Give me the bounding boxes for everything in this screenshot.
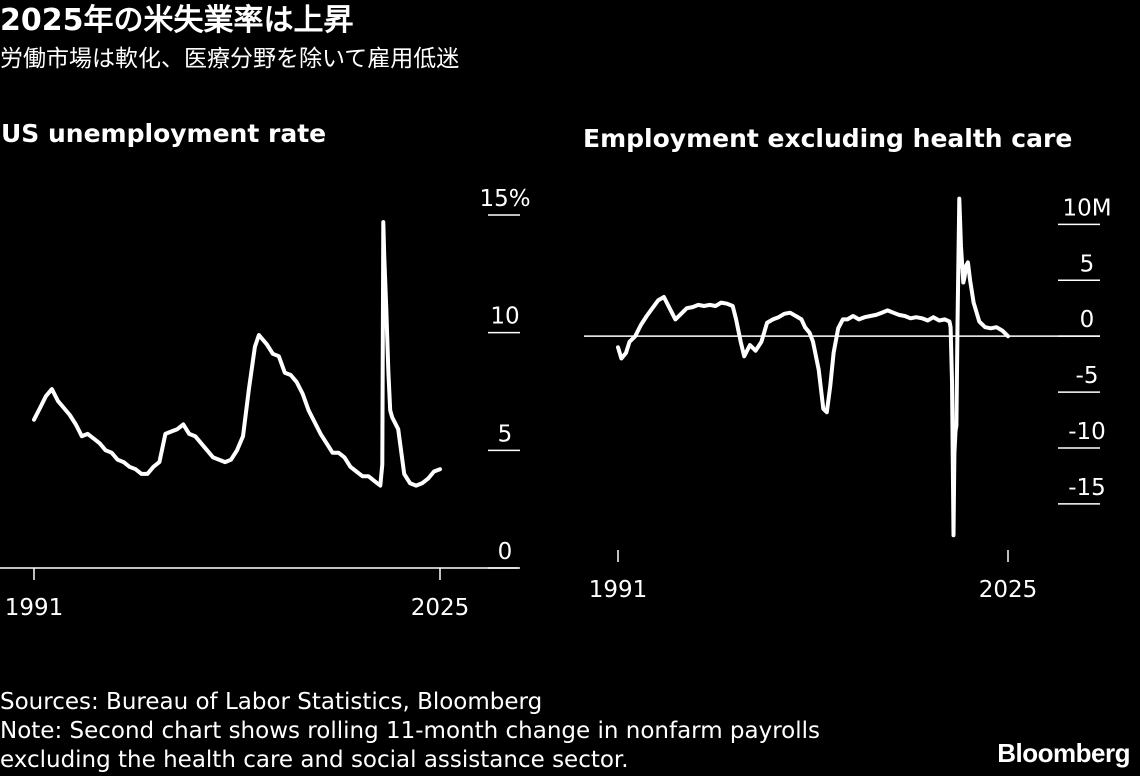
y-tick-label: 10M [1062, 195, 1111, 221]
y-axis-ticks: 15% 10 5 0 [479, 186, 531, 569]
x-tick-label: 2025 [411, 595, 470, 621]
bloomberg-logo: Bloomberg [997, 738, 1130, 768]
y-tick-label: 10 [490, 304, 519, 330]
x-tick-label: 1991 [589, 577, 648, 603]
x-tick-label: 1991 [5, 595, 64, 621]
series-line [616, 196, 1010, 538]
y-tick-label: -5 [1076, 363, 1099, 389]
y-tick-label: 5 [1080, 251, 1095, 277]
y-tick-label: 5 [498, 421, 513, 447]
y-axis-ticks: 10M 5 0 -5 -10 -15 [1058, 195, 1112, 505]
sources-note: Sources: Bureau of Labor Statistics, Blo… [0, 689, 543, 715]
unemployment-chart: US unemployment rate 15% 10 5 0 1991 2025 [0, 119, 531, 621]
y-tick-label: -10 [1068, 419, 1106, 445]
subheadline: 労働市場は軟化、医療分野を除いて雇用低迷 [0, 46, 460, 72]
headline: 2025年の米失業率は上昇 [0, 3, 354, 38]
methodology-note: Note: Second chart shows rolling 11-mont… [0, 718, 821, 744]
chart-title: Employment excluding health care [583, 124, 1072, 153]
employment-chart: Employment excluding health care 10M 5 0 -5… [583, 124, 1112, 603]
x-tick-label: 2025 [979, 577, 1038, 603]
y-tick-label: 0 [498, 539, 513, 565]
y-tick-label: 0 [1080, 307, 1095, 333]
y-tick-label: -15 [1068, 475, 1106, 501]
methodology-note: excluding the health care and social ass… [0, 747, 629, 773]
footer: Sources: Bureau of Labor Statistics, Blo… [0, 688, 820, 775]
chart-title: US unemployment rate [1, 119, 326, 148]
y-tick-label: 15% [479, 186, 530, 212]
series-line [32, 220, 442, 488]
